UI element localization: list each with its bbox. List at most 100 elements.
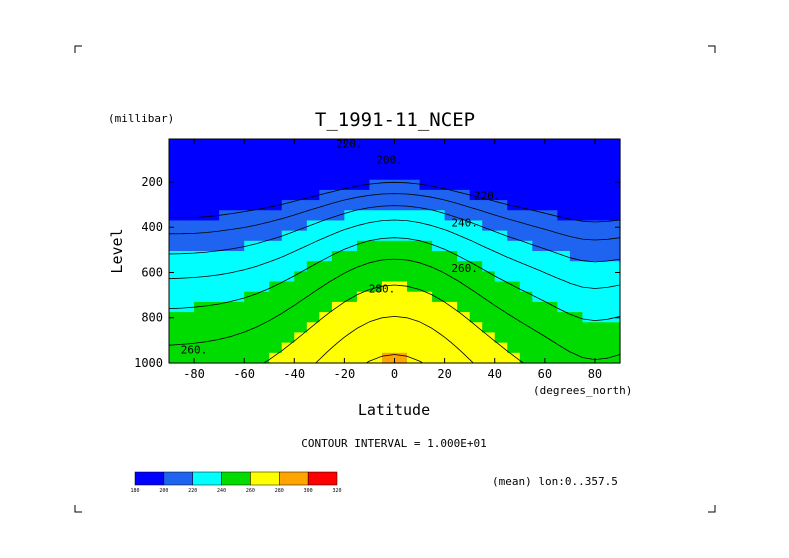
field-cell xyxy=(256,251,270,262)
field-cell xyxy=(494,352,508,364)
x-tick-label: -60 xyxy=(233,367,255,381)
field-cell xyxy=(181,332,195,344)
field-cell xyxy=(569,322,584,334)
field-cell xyxy=(507,281,521,293)
field-cell xyxy=(319,149,333,160)
field-cell xyxy=(457,312,471,323)
field-cell xyxy=(381,301,396,313)
x-axis-label: Latitude xyxy=(358,401,430,419)
field-cell xyxy=(331,332,345,344)
field-cell xyxy=(482,301,496,313)
field-cell xyxy=(444,189,458,201)
field-cell xyxy=(544,240,558,252)
field-cell xyxy=(231,352,245,364)
field-cell xyxy=(544,139,558,150)
field-cell xyxy=(181,210,195,222)
field-cell xyxy=(607,342,621,354)
field-cell xyxy=(469,352,483,364)
field-cell xyxy=(281,261,295,272)
field-cell xyxy=(432,352,446,364)
field-cell xyxy=(482,230,496,242)
field-cell xyxy=(244,332,258,344)
field-cell xyxy=(432,261,446,272)
field-cell xyxy=(457,230,471,242)
colorbar-tick-label: 180 xyxy=(130,488,139,494)
field-cell xyxy=(482,322,496,334)
field-cell xyxy=(394,169,408,181)
field-cell xyxy=(194,251,208,262)
field-cell xyxy=(281,301,295,313)
field-cell xyxy=(206,139,220,150)
x-units-label: (degrees_north) xyxy=(533,384,632,397)
field-cell xyxy=(482,210,496,222)
field-cell xyxy=(369,230,383,242)
field-cell xyxy=(532,139,546,150)
field-cell xyxy=(607,139,621,150)
field-cell xyxy=(369,312,383,323)
field-cell xyxy=(369,261,383,272)
field-cell xyxy=(582,240,596,252)
field-cell xyxy=(306,240,320,252)
field-cell xyxy=(331,220,345,232)
field-cell xyxy=(582,312,596,323)
field-cell xyxy=(194,322,208,334)
field-cell xyxy=(419,301,433,313)
field-cell xyxy=(507,322,521,334)
field-cell xyxy=(281,352,295,364)
field-cell xyxy=(532,210,546,222)
field-cell xyxy=(457,301,471,313)
field-cell xyxy=(519,220,533,232)
field-cell xyxy=(482,251,496,262)
field-cell xyxy=(507,301,521,313)
field-cell xyxy=(569,291,584,303)
field-cell xyxy=(607,251,621,262)
field-cell xyxy=(281,271,295,283)
field-cell xyxy=(194,149,208,160)
field-cell xyxy=(444,312,458,323)
field-cell xyxy=(319,251,333,262)
field-cell xyxy=(206,200,220,211)
field-cell xyxy=(269,179,283,191)
field-cell xyxy=(519,159,533,171)
field-cell xyxy=(394,179,408,191)
field-cell xyxy=(544,312,558,323)
field-cell xyxy=(594,179,609,191)
field-cell xyxy=(519,322,533,334)
field-cell xyxy=(219,220,233,232)
filled-contours xyxy=(169,139,621,364)
field-cell xyxy=(294,312,308,323)
field-cell xyxy=(219,179,233,191)
field-cell xyxy=(607,220,621,232)
field-cell xyxy=(256,230,270,242)
field-cell xyxy=(519,281,533,293)
field-cell xyxy=(344,342,358,354)
field-cell xyxy=(194,291,208,303)
field-cell xyxy=(557,240,571,252)
field-cell xyxy=(306,200,320,211)
field-cell xyxy=(457,240,471,252)
field-cell xyxy=(356,139,371,150)
field-cell xyxy=(444,301,458,313)
field-cell xyxy=(281,322,295,334)
field-cell xyxy=(181,149,195,160)
field-cell xyxy=(469,230,483,242)
field-cell xyxy=(569,210,584,222)
field-cell xyxy=(244,271,258,283)
field-cell xyxy=(181,261,195,272)
field-cell xyxy=(369,189,383,201)
field-cell xyxy=(557,301,571,313)
field-cell xyxy=(569,342,584,354)
colorbar: 180 200 220 240 260 280 300 320 xyxy=(130,471,342,494)
field-cell xyxy=(457,261,471,272)
field-cell xyxy=(594,332,609,344)
field-cell xyxy=(356,271,371,283)
field-cell xyxy=(482,342,496,354)
field-cell xyxy=(519,312,533,323)
field-cell xyxy=(607,271,621,283)
contour-label: 220. xyxy=(336,138,363,151)
field-cell xyxy=(507,271,521,283)
field-cell xyxy=(557,291,571,303)
field-cell xyxy=(331,159,345,171)
field-cell xyxy=(419,189,433,201)
field-cell xyxy=(219,312,233,323)
